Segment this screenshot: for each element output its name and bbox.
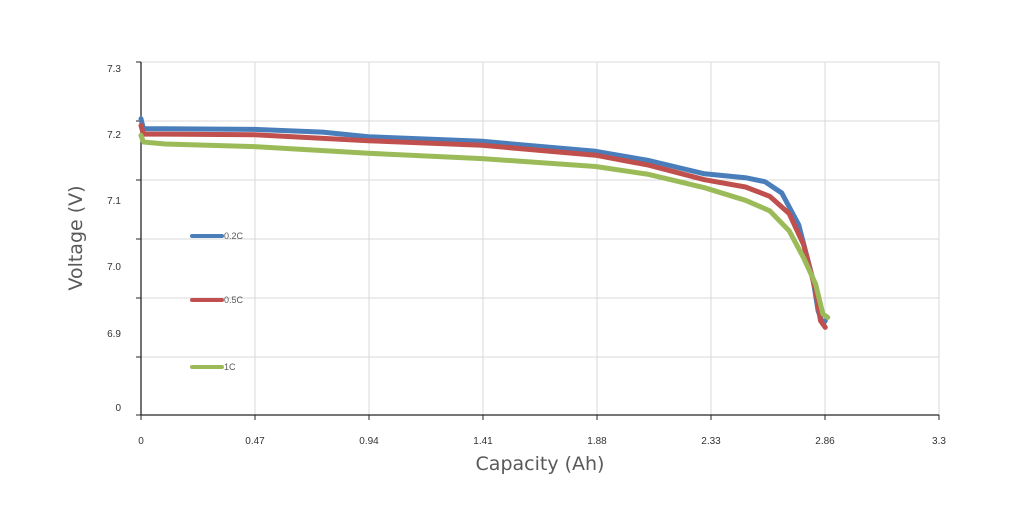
legend: 0.2C 0.5C 1C <box>190 231 244 372</box>
x-tick-label: 2.86 <box>815 436 835 447</box>
data-series <box>138 116 831 330</box>
x-tick-label: 0.47 <box>245 436 265 447</box>
axes <box>136 61 940 420</box>
legend-label: 0.5C <box>224 295 244 305</box>
series-line-1c <box>138 132 831 320</box>
legend-label: 0.2C <box>224 231 244 241</box>
y-tick-label: 7.2 <box>107 130 121 141</box>
x-axis-title: Capacity (Ah) <box>476 453 605 475</box>
gridlines <box>141 61 940 415</box>
y-tick-label: 7.3 <box>107 64 121 75</box>
y-tick-label: 7.1 <box>107 196 121 207</box>
x-tick-label: 0.94 <box>359 436 379 447</box>
legend-label: 1C <box>224 362 236 372</box>
x-tick-label: 2.33 <box>701 436 721 447</box>
x-tick-label: 1.88 <box>587 436 607 447</box>
tick-labels: 0 0.47 0.94 1.41 1.88 2.33 2.86 3.3 0 6.9 7.0 7.1 7.… <box>107 64 946 447</box>
x-tick-label: 1.41 <box>473 436 493 447</box>
y-tick-label: 6.9 <box>107 329 121 340</box>
y-axis-title: Voltage (V) <box>65 185 87 290</box>
x-tick-label: 3.3 <box>932 436 946 447</box>
y-tick-label: 7.0 <box>107 262 121 273</box>
y-tick-label: 0 <box>115 403 121 414</box>
x-tick-label: 0 <box>138 436 144 447</box>
